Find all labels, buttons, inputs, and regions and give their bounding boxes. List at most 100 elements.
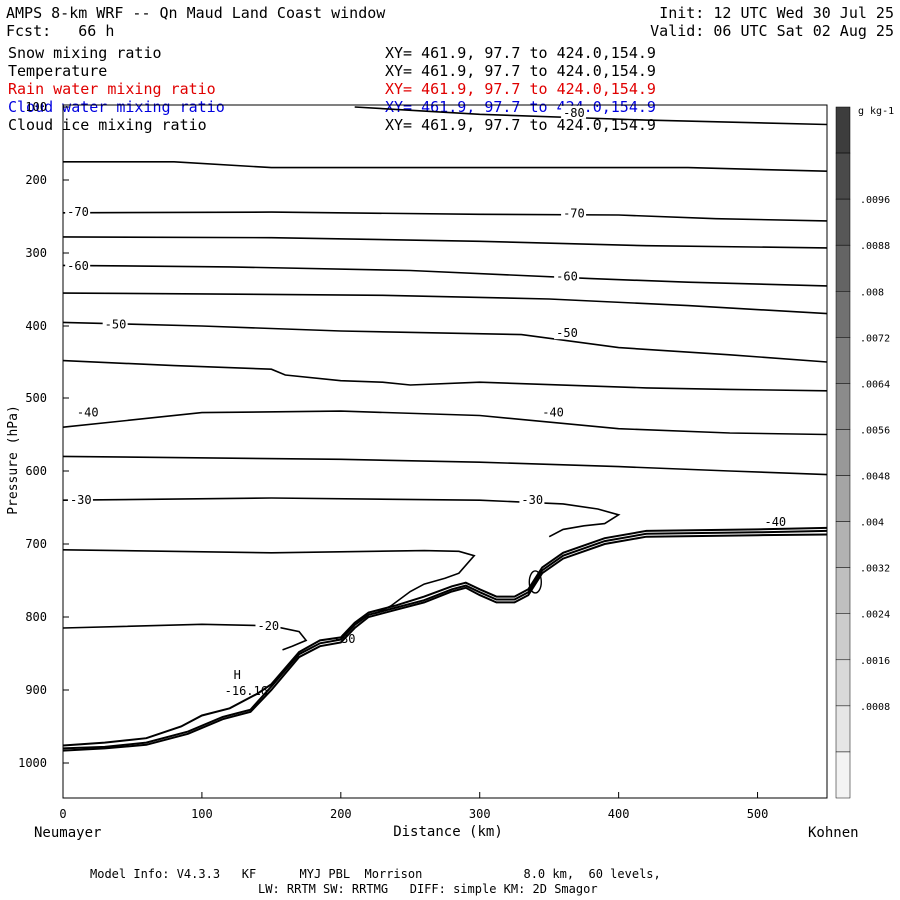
plot-frame <box>62 104 828 799</box>
init-time: Init: 12 UTC Wed 30 Jul 25 <box>659 4 894 22</box>
contour-label: -60 <box>67 259 89 273</box>
temperature-contour <box>62 497 621 538</box>
x-tick-label: 0 <box>59 807 66 821</box>
colorbar-swatch <box>835 152 851 200</box>
terrain-profile <box>62 526 828 752</box>
colorbar-label: .0056 <box>860 425 890 436</box>
y-tick-label: 500 <box>25 391 47 405</box>
colorbar-swatch <box>835 521 851 568</box>
temperature-contour <box>354 106 828 126</box>
y-tick-label: 200 <box>25 173 47 187</box>
x-tick-label: 400 <box>608 807 630 821</box>
temperature-contour <box>62 264 828 287</box>
colorbar-swatch <box>835 613 851 661</box>
colorbar-swatch <box>835 106 851 154</box>
contour-label-bg <box>540 405 566 419</box>
axes: 0 100 200 300 400 500 100 200 300 400 500 600 700 800… <box>18 100 768 821</box>
contour-label: -50 <box>105 318 127 332</box>
contour-label-bg <box>255 618 281 632</box>
temperature-contour <box>63 161 828 172</box>
x-tick-label: 100 <box>191 807 213 821</box>
colorbar-label: .0072 <box>860 333 890 344</box>
temperature-contour <box>62 455 828 476</box>
y-axis-label: Pressure (hPa) <box>6 405 21 515</box>
field-xy: XY= 461.9, 97.7 to 424.0,154.9 <box>385 44 656 62</box>
colorbar-label: .0096 <box>860 195 890 206</box>
x-left-station: Neumayer <box>34 825 101 841</box>
field-xy: XY= 461.9, 97.7 to 424.0,154.9 <box>385 116 656 134</box>
y-tick-label: 600 <box>25 464 47 478</box>
colorbar-swatch <box>835 198 851 246</box>
y-tick-label: 900 <box>25 683 47 697</box>
temperature-contour <box>62 410 828 436</box>
colorbar-label: .0048 <box>860 472 890 483</box>
valid-time: Valid: 06 UTC Sat 02 Aug 25 <box>650 22 894 40</box>
footer-model-info: Model Info: V4.3.3 KF MYJ PBL Morrison 8… <box>90 867 661 881</box>
field-xy: XY= 461.9, 97.7 to 424.0,154.9 <box>385 62 656 80</box>
contour-label: -80 <box>563 106 585 120</box>
y-tick-label: 1000 <box>18 756 47 770</box>
x-axis-label: Distance (km) <box>393 824 503 840</box>
contour-label: -50 <box>556 326 578 340</box>
contour-label-bg <box>519 493 545 507</box>
temperature-contour <box>62 549 476 615</box>
colorbar-unit: g kg-1 <box>858 106 894 117</box>
colorbar-swatch <box>835 429 851 476</box>
colorbar-swatch <box>835 244 851 292</box>
temperature-contour <box>62 623 308 651</box>
x-tick-label: 500 <box>747 807 769 821</box>
field-name: Temperature <box>8 62 108 80</box>
colorbar-label: .0032 <box>860 564 890 575</box>
high-marker: H <box>234 668 241 682</box>
contour-label-bg <box>102 317 128 331</box>
contour-label: -20 <box>257 619 279 633</box>
field-name: Rain water mixing ratio <box>8 80 216 98</box>
colorbar-label: .0088 <box>860 241 890 252</box>
x-right-station: Kohnen <box>808 825 859 841</box>
y-tick-label: 700 <box>25 537 47 551</box>
contour-label-bg <box>561 206 587 220</box>
contour-label: -30 <box>70 493 92 507</box>
colorbar-label: .004 <box>860 518 884 529</box>
contour-label: -40 <box>542 406 564 420</box>
temperature-contour <box>62 292 828 315</box>
temperature-contour <box>62 236 828 249</box>
contour-label-bg <box>65 259 91 273</box>
forecast-hour: Fcst: 66 h <box>6 22 115 40</box>
y-tick-label: 400 <box>25 319 47 333</box>
temperature-contour <box>62 321 828 363</box>
terrain-line <box>62 529 828 750</box>
y-tick-label: 800 <box>25 610 47 624</box>
contour-label-bg <box>561 105 587 119</box>
colorbar-swatch <box>835 291 851 338</box>
colorbar: .0096 .0088 .008 .0072 .0064 .0056 .0048 .004 .0… <box>835 106 890 799</box>
colorbar-swatch <box>835 751 851 799</box>
colorbar-swatch <box>835 659 851 707</box>
contour-label: -60 <box>556 269 578 283</box>
colorbar-label: .0016 <box>860 656 890 667</box>
contour-label: -30 <box>521 493 543 507</box>
contour-label-bg <box>74 405 100 419</box>
contour-label-bg <box>554 326 580 340</box>
colorbar-swatch <box>835 337 851 384</box>
y-tick-label: 300 <box>25 246 47 260</box>
colorbar-label: .0024 <box>860 610 890 621</box>
terrain-line <box>62 533 828 752</box>
terrain-line <box>62 526 828 747</box>
colorbar-swatch <box>835 705 851 753</box>
temperature-contour <box>62 211 828 222</box>
contour-label-bg <box>762 515 788 529</box>
y-tick-label: 100 <box>25 100 47 114</box>
colorbar-swatch <box>835 567 851 614</box>
field-name: Cloud water mixing ratio <box>8 98 225 116</box>
colorbar-swatch <box>835 475 851 522</box>
contour-label-bg <box>65 205 91 219</box>
colorbar-swatch <box>835 383 851 430</box>
colorbar-label: .0064 <box>860 379 890 390</box>
footer-physics-info: LW: RRTM SW: RRTMG DIFF: simple KM: 2D S… <box>258 882 598 896</box>
contour-label: -70 <box>563 207 585 221</box>
x-tick-label: 200 <box>330 807 352 821</box>
contour-label: -40 <box>77 406 99 420</box>
colorbar-label: .008 <box>860 287 884 298</box>
field-name: Snow mixing ratio <box>8 44 162 62</box>
